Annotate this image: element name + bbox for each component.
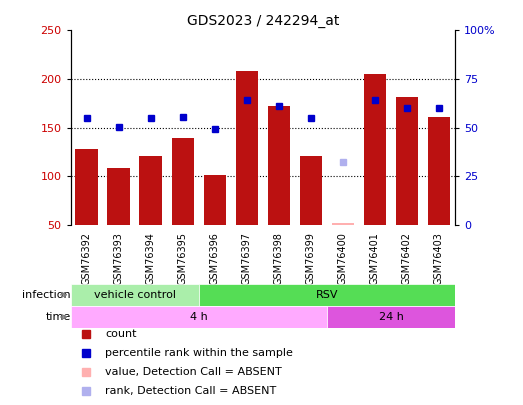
Title: GDS2023 / 242294_at: GDS2023 / 242294_at	[187, 14, 339, 28]
Text: GSM76398: GSM76398	[274, 232, 284, 285]
Text: GSM76396: GSM76396	[210, 232, 220, 285]
Text: GSM76397: GSM76397	[242, 232, 252, 285]
Text: 4 h: 4 h	[190, 312, 208, 322]
Text: time: time	[46, 312, 71, 322]
Bar	[71, 284, 199, 306]
Text: GSM76394: GSM76394	[146, 232, 156, 285]
Bar	[235, 71, 258, 225]
Bar	[71, 306, 327, 328]
Bar	[107, 168, 130, 225]
Bar	[203, 175, 226, 225]
Text: vehicle control: vehicle control	[94, 290, 176, 300]
Text: value, Detection Call = ABSENT: value, Detection Call = ABSENT	[105, 367, 282, 377]
Bar	[140, 156, 162, 225]
Text: rank, Detection Call = ABSENT: rank, Detection Call = ABSENT	[105, 386, 277, 396]
Bar	[327, 306, 455, 328]
Bar	[363, 74, 386, 225]
Bar	[300, 156, 322, 225]
Bar	[396, 98, 418, 225]
Text: GSM76393: GSM76393	[113, 232, 123, 285]
Bar	[75, 149, 98, 225]
Text: infection: infection	[22, 290, 71, 300]
Text: GSM76402: GSM76402	[402, 232, 412, 285]
Text: GSM76403: GSM76403	[434, 232, 444, 285]
Bar	[172, 138, 194, 225]
Text: percentile rank within the sample: percentile rank within the sample	[105, 348, 293, 358]
Text: count: count	[105, 329, 137, 339]
Text: RSV: RSV	[315, 290, 338, 300]
Bar	[268, 106, 290, 225]
Text: GSM76401: GSM76401	[370, 232, 380, 285]
Text: GSM76392: GSM76392	[82, 232, 92, 285]
Text: GSM76395: GSM76395	[178, 232, 188, 285]
Bar	[332, 223, 354, 225]
Text: 24 h: 24 h	[379, 312, 403, 322]
Bar	[199, 284, 455, 306]
Text: GSM76400: GSM76400	[338, 232, 348, 285]
Bar	[428, 117, 450, 225]
Text: GSM76399: GSM76399	[306, 232, 316, 285]
